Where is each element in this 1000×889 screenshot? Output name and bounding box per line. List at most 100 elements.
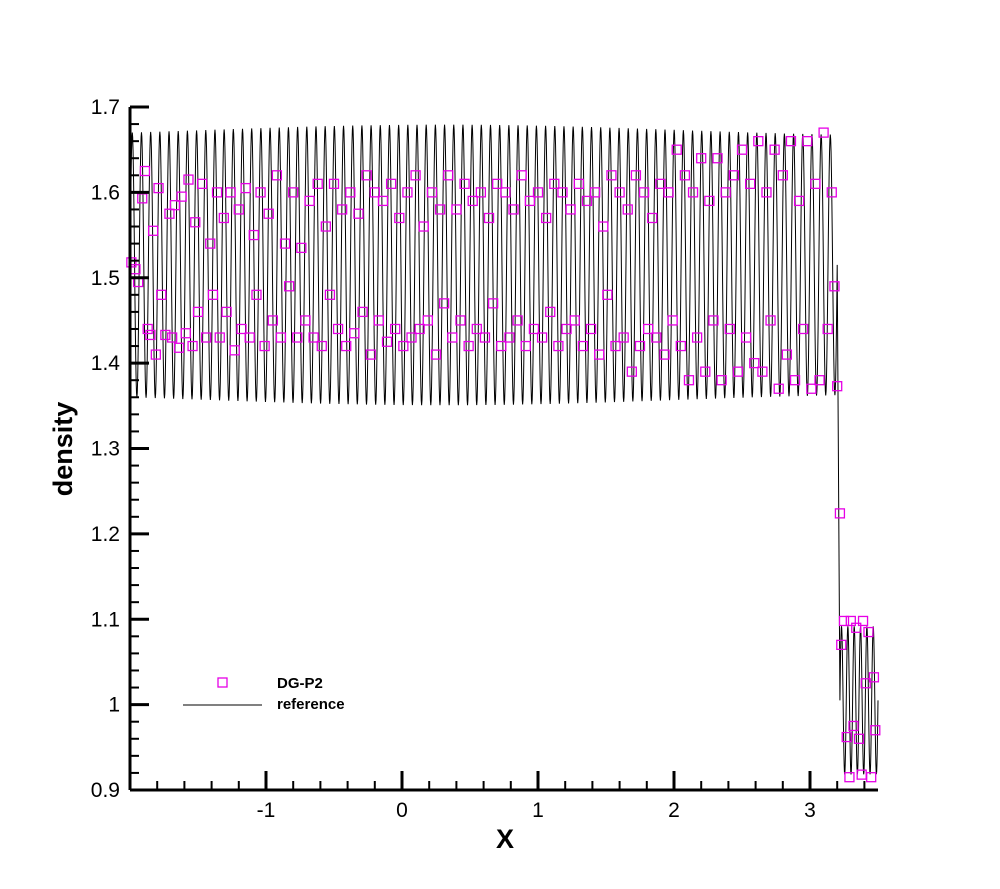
data-point bbox=[781, 349, 793, 360]
data-point bbox=[838, 615, 850, 627]
data-point bbox=[610, 340, 621, 352]
data-point bbox=[439, 298, 450, 309]
data-point bbox=[634, 340, 646, 352]
data-point bbox=[577, 340, 589, 352]
data-point bbox=[341, 340, 352, 352]
data-point bbox=[638, 187, 650, 198]
data-point bbox=[164, 208, 175, 219]
data-point bbox=[802, 135, 813, 147]
plot-axes bbox=[128, 105, 878, 792]
data-point bbox=[528, 323, 540, 335]
data-point bbox=[732, 366, 744, 377]
data-point bbox=[512, 315, 523, 326]
data-point bbox=[211, 187, 223, 198]
y-tick-label: 1.7 bbox=[91, 96, 120, 119]
data-point bbox=[687, 187, 699, 198]
data-point bbox=[655, 178, 666, 189]
data-point bbox=[324, 289, 336, 300]
x-tick-label: 0 bbox=[396, 799, 408, 822]
data-point bbox=[651, 332, 662, 343]
data-point bbox=[496, 340, 507, 352]
data-point bbox=[275, 332, 287, 343]
data-point bbox=[288, 187, 299, 198]
data-point bbox=[822, 323, 833, 335]
data-point bbox=[201, 332, 212, 343]
data-point bbox=[806, 383, 817, 394]
data-point bbox=[422, 315, 433, 326]
legend-label-reference: reference bbox=[277, 696, 345, 713]
data-point bbox=[844, 772, 855, 783]
y-tick-label: 1.2 bbox=[91, 523, 120, 546]
data-point bbox=[349, 328, 360, 339]
data-point bbox=[205, 238, 216, 249]
data-point bbox=[418, 221, 429, 232]
data-point bbox=[712, 153, 723, 164]
data-point bbox=[455, 315, 466, 326]
reference-line bbox=[129, 124, 879, 775]
data-point bbox=[724, 323, 735, 335]
data-point bbox=[475, 187, 487, 198]
data-point bbox=[691, 332, 703, 343]
data-point bbox=[259, 340, 270, 352]
data-point bbox=[549, 178, 560, 189]
data-point bbox=[696, 153, 707, 164]
data-point bbox=[708, 315, 719, 326]
data-point bbox=[137, 193, 148, 204]
data-point bbox=[345, 187, 356, 198]
data-point bbox=[573, 178, 584, 189]
data-point bbox=[836, 639, 847, 651]
data-point bbox=[229, 345, 240, 356]
data-point bbox=[255, 187, 266, 198]
data-point bbox=[793, 195, 805, 207]
data-point bbox=[622, 204, 633, 215]
data-point bbox=[524, 195, 535, 207]
data-point bbox=[857, 615, 869, 627]
data-point bbox=[618, 332, 629, 343]
data-point bbox=[244, 332, 255, 343]
data-point bbox=[402, 187, 413, 198]
data-point bbox=[328, 178, 340, 189]
data-point bbox=[671, 144, 682, 155]
data-point bbox=[679, 170, 691, 181]
data-point bbox=[279, 238, 291, 249]
data-point bbox=[761, 187, 772, 198]
data-point bbox=[459, 178, 470, 189]
data-point bbox=[365, 349, 376, 360]
data-point bbox=[532, 187, 544, 198]
data-point bbox=[716, 375, 727, 386]
data-point bbox=[443, 170, 454, 181]
data-point bbox=[145, 329, 156, 341]
data-point bbox=[296, 242, 307, 254]
data-point bbox=[406, 332, 417, 343]
data-point bbox=[728, 170, 739, 181]
data-point bbox=[304, 195, 315, 207]
data-point bbox=[545, 306, 556, 318]
data-point bbox=[504, 332, 515, 343]
data-point bbox=[479, 332, 491, 343]
x-tick-label: 3 bbox=[804, 799, 816, 822]
data-point bbox=[218, 212, 229, 224]
data-point bbox=[150, 349, 161, 360]
data-point bbox=[369, 187, 380, 198]
data-point bbox=[236, 323, 247, 335]
data-point bbox=[176, 191, 187, 202]
data-point bbox=[434, 204, 446, 215]
data-point bbox=[414, 323, 425, 335]
data-point bbox=[381, 336, 393, 347]
data-point bbox=[263, 208, 274, 219]
data-point bbox=[589, 187, 601, 198]
data-point bbox=[749, 357, 760, 369]
data-point bbox=[410, 170, 421, 181]
data-point bbox=[221, 306, 232, 318]
data-point bbox=[187, 340, 198, 352]
data-point bbox=[251, 289, 262, 300]
data-point bbox=[866, 772, 877, 783]
data-point bbox=[426, 187, 438, 198]
x-tick-label: 1 bbox=[532, 799, 544, 822]
data-point bbox=[430, 349, 442, 360]
data-point bbox=[139, 165, 151, 177]
data-point bbox=[471, 323, 482, 335]
data-point bbox=[451, 204, 462, 215]
data-point bbox=[841, 731, 852, 743]
data-point bbox=[853, 733, 865, 744]
